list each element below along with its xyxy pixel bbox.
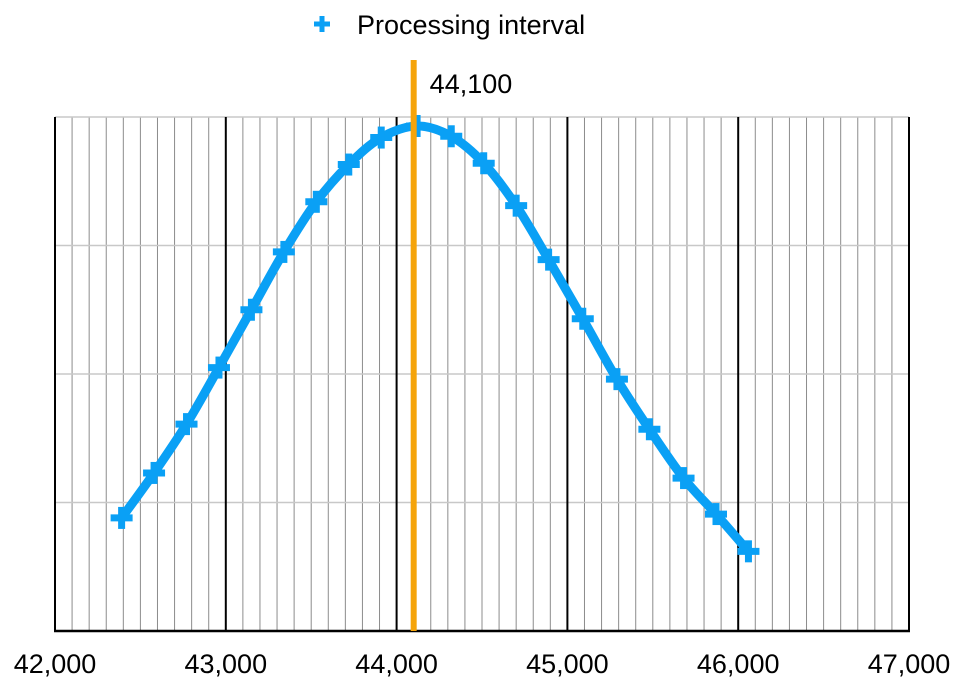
x-tick-label: 45,000 — [526, 649, 609, 679]
x-tick-label: 47,000 — [868, 649, 951, 679]
data-point — [207, 356, 230, 379]
x-tick-label: 43,000 — [185, 649, 268, 679]
reference-line-label: 44,100 — [430, 69, 513, 99]
legend-marker-plus-icon — [314, 16, 330, 32]
data-point — [638, 418, 661, 441]
x-tick-label: 46,000 — [697, 649, 780, 679]
data-point — [240, 298, 263, 321]
data-point — [737, 540, 760, 563]
series-group — [110, 114, 760, 563]
data-point — [337, 153, 360, 176]
legend-label: Processing interval — [357, 10, 585, 40]
legend: Processing interval — [314, 10, 585, 40]
data-point — [440, 125, 463, 148]
data-point — [605, 368, 628, 391]
data-point — [370, 126, 393, 149]
x-tick-label: 42,000 — [14, 649, 97, 679]
axes: 42,000 43,000 44,000 45,000 46,000 47,000 — [14, 629, 951, 679]
data-point — [272, 240, 295, 263]
data-point — [571, 307, 594, 330]
data-point — [305, 190, 328, 213]
series-line — [117, 121, 753, 556]
data-point — [704, 503, 727, 526]
data-point — [672, 467, 695, 490]
data-point — [537, 248, 560, 271]
data-point — [143, 461, 166, 484]
data-point — [110, 506, 133, 529]
data-point — [175, 413, 198, 436]
data-point — [406, 114, 429, 137]
grid — [54, 116, 910, 631]
data-point — [472, 152, 495, 175]
x-tick-label: 44,000 — [355, 649, 438, 679]
reference-line-group: 44,100 — [410, 60, 513, 631]
data-point — [505, 194, 528, 217]
